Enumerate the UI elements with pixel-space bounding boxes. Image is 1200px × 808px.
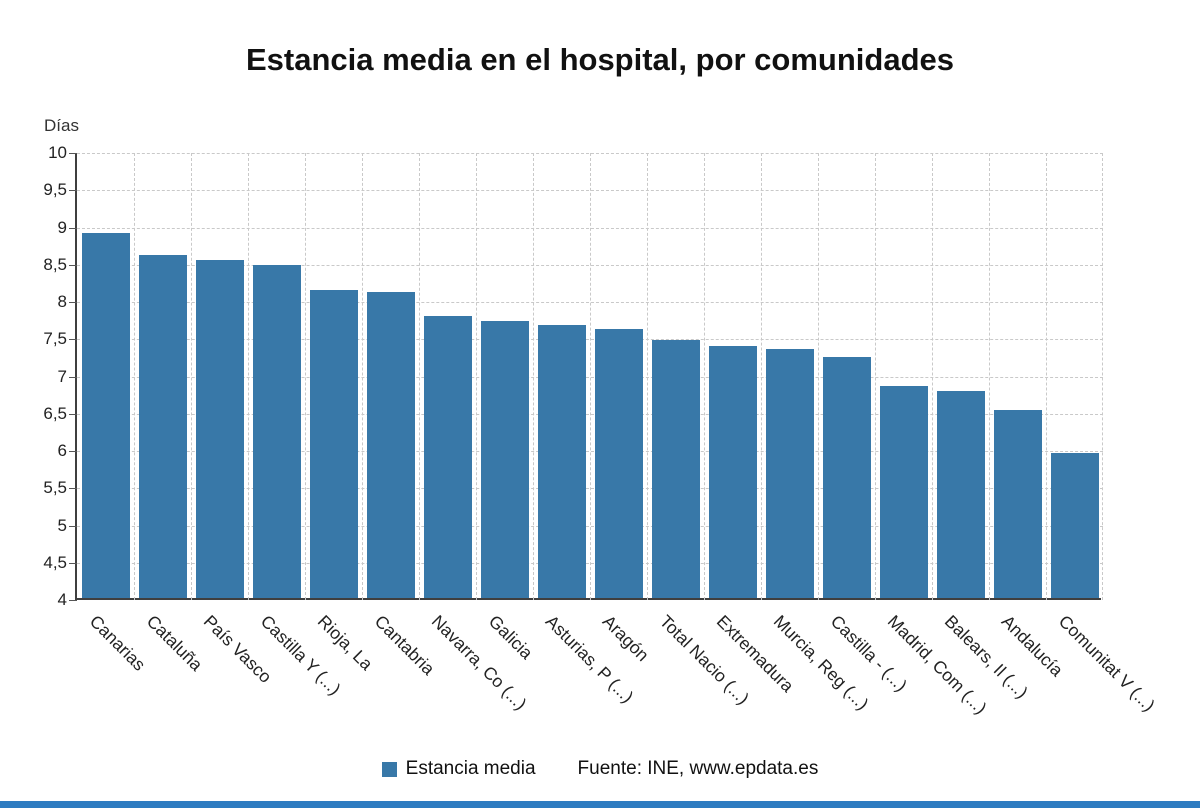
bar [537,325,586,598]
x-tick-label: Comunitat V (...) [1054,611,1159,716]
bar [822,357,871,598]
bottom-accent-bar [0,801,1200,808]
v-gridline [875,153,876,600]
y-tick-label: 6 [57,441,67,460]
x-axis-labels: Canarias Cataluña País Vasco Castilla Y (..… [75,605,1158,765]
x-tick-label: Aragón [598,611,653,666]
v-gridline [419,153,420,600]
y-tick-label: 9 [57,217,67,237]
y-tick-label: 4 [57,590,67,609]
x-tick-label: Cataluña [142,611,207,675]
y-axis-unit-label: Días [44,116,79,135]
y-tick-label: 6,5 [43,403,67,423]
v-gridline [362,153,363,600]
x-tick-label: Canarias [85,611,150,675]
v-gridline [704,153,705,600]
bar [594,329,643,598]
y-tick-label: 8 [57,292,67,311]
y-tick-label: 9,5 [43,180,67,200]
y-tick-label: 5,5 [43,478,67,498]
y-axis-tick [69,190,77,192]
v-gridline [647,153,648,600]
v-gridline [989,153,990,600]
bar [252,265,301,598]
y-tick-label: 7,5 [43,329,67,349]
y-axis-tick [69,302,77,303]
bar [309,289,358,598]
y-axis-tick [69,525,77,527]
bar [993,410,1042,598]
y-tick-label: 10 [48,143,67,162]
v-gridline [248,153,249,600]
bar [81,232,130,598]
bar [138,255,187,598]
v-gridline [533,153,534,600]
bar [936,390,985,598]
y-axis-tick [69,562,77,564]
v-gridline [761,153,762,600]
v-gridline [134,153,135,600]
v-gridline [818,153,819,600]
bar [879,386,928,598]
bar [708,346,757,598]
y-axis-tick [69,376,77,378]
source-text: Fuente: INE, www.epdata.es [577,758,819,779]
legend: Estancia media [381,758,536,780]
legend-label: Estancia media [405,758,536,779]
v-gridline [590,153,591,600]
bar [195,259,244,598]
bar [423,316,472,598]
bar [480,320,529,598]
y-axis-tick [69,339,77,341]
y-axis-tick [69,227,77,229]
bar [1050,453,1099,598]
bar [651,340,700,598]
v-gridline [1102,153,1103,600]
chart-title: Estancia media en el hospital, por comun… [245,42,955,77]
v-gridline [1046,153,1047,600]
v-gridline [932,153,933,600]
y-axis-tick [69,264,77,266]
x-tick-label: Madrid, Com (...) [883,611,991,718]
legend-swatch-icon [381,761,397,777]
y-axis-tick [69,153,77,154]
y-tick-label: 4,5 [43,552,67,572]
x-tick-label: Galicia [484,611,537,663]
y-tick-label: 5 [57,515,67,535]
bar [366,291,415,598]
chart-footer: Estancia media Fuente: INE, www.epdata.e… [0,758,1200,780]
y-axis-tick [69,413,77,415]
x-tick-label: Cantabria [370,611,439,679]
y-axis-tick [69,488,77,490]
plot-wrap: 4 4,5 5 5,5 6 6,5 7 7,5 8 8,5 9 9,5 10 Canarias Catal… [43,143,1158,718]
v-gridline [476,153,477,600]
y-axis-tick [69,600,77,601]
bar [765,349,814,598]
plot-area: 4 4,5 5 5,5 6 6,5 7 7,5 8 8,5 9 9,5 10 [43,143,1103,609]
y-tick-label: 8,5 [43,254,67,274]
y-tick-label: 7 [57,366,67,386]
v-gridline [305,153,306,600]
y-axis-tick [69,451,77,452]
v-gridline [191,153,192,600]
